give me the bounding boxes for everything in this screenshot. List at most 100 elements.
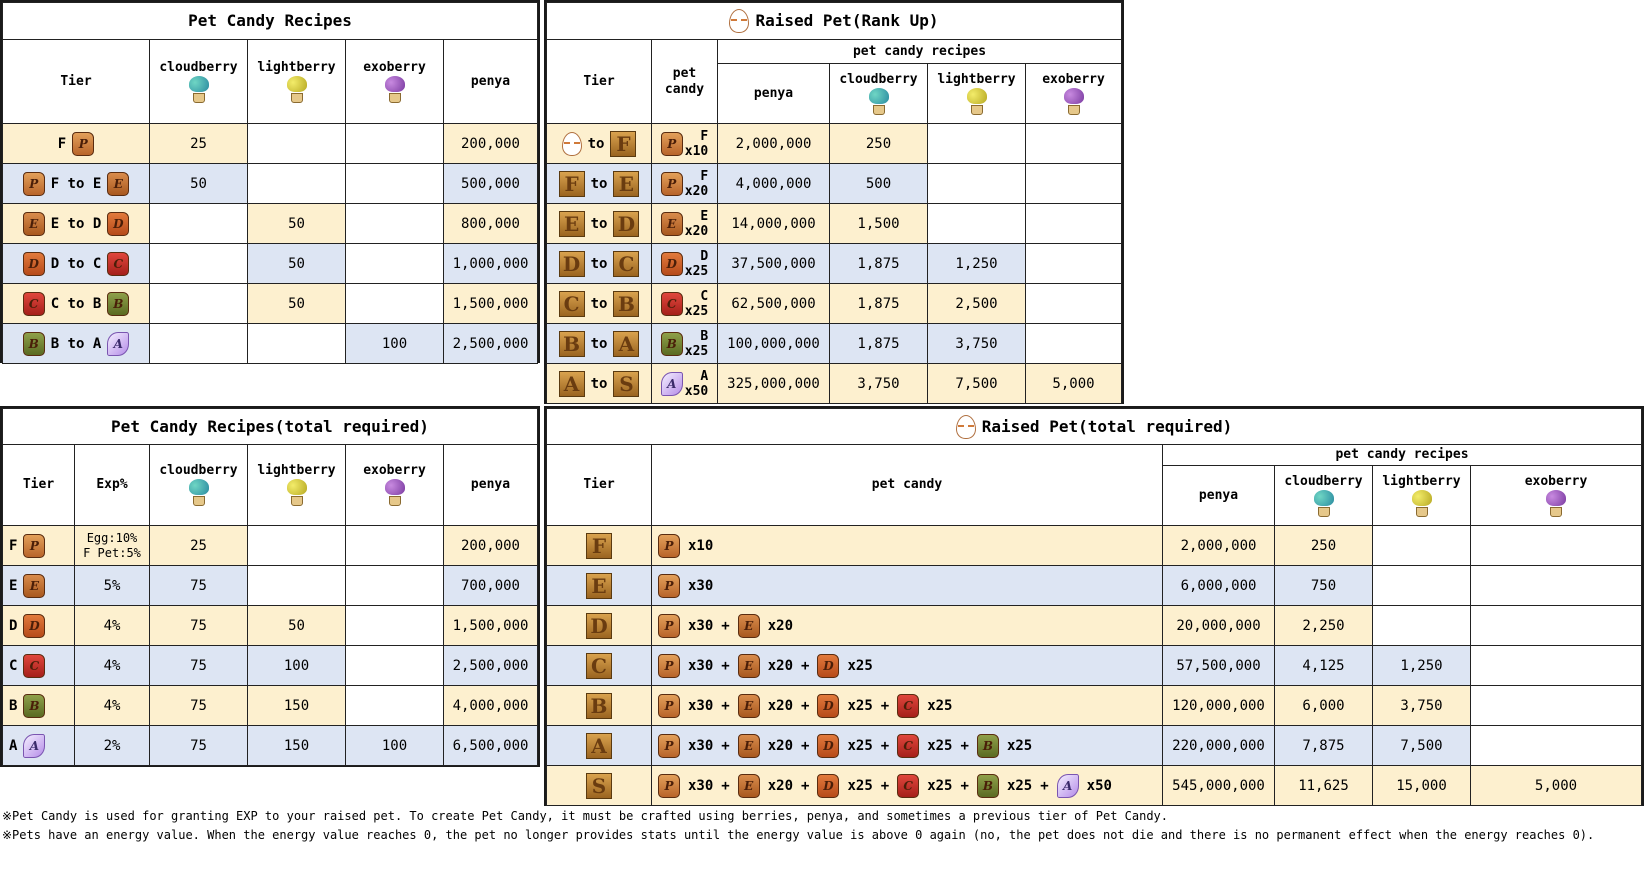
col-header-exoberry: exoberry	[1470, 465, 1642, 526]
footnote: ※Pets have an energy value. When the ene…	[2, 828, 1595, 842]
pet-candy-bag-icon	[976, 733, 999, 758]
pet-candy-bag-icon	[72, 131, 95, 156]
pet-candy-cell: x30 + x20 + x25 + x25	[651, 685, 1163, 726]
pet-candy-bag-icon	[737, 773, 760, 798]
col-header-tier: Tier	[546, 444, 652, 526]
plus-sign: +	[721, 697, 730, 714]
col-header-cloudberry: cloudberry	[829, 63, 928, 124]
candy-qty: x30	[688, 617, 714, 634]
pet-candy-bag-icon	[660, 331, 683, 356]
lightberry-plant-icon	[965, 87, 989, 116]
cloudberry-plant-icon	[187, 75, 211, 104]
exoberry-plant-icon	[383, 75, 407, 104]
pet-candy-bag-icon	[976, 773, 999, 798]
candy-qty: x20	[767, 617, 794, 634]
candy-qty: x25	[927, 777, 953, 794]
tier-letter-tile-icon: F	[558, 170, 585, 197]
pet-candy-bag-icon	[658, 533, 680, 558]
raised-pet-total-table: Raised Pet(total required) Tier pet cand…	[544, 406, 1644, 806]
pet-candy-bag-icon	[22, 331, 45, 356]
candy-qty: x10	[688, 537, 714, 554]
col-header-tier: Tier	[2, 444, 75, 526]
col-header-pet-candy: pet candy	[651, 444, 1163, 526]
pet-candy-bag-icon	[23, 613, 46, 638]
col-header-tier: Tier	[2, 39, 150, 124]
pet-candy-bag-icon	[660, 211, 683, 236]
table-row: F to E 50 500,000	[2, 163, 538, 204]
pet-candy-bag-icon	[23, 693, 46, 718]
tier-cell: S	[546, 765, 652, 806]
col-header-penya: penya	[717, 63, 830, 124]
col-header-pet-candy: pet candy	[651, 39, 718, 124]
pet-candy-bag-icon	[23, 533, 46, 558]
candy-qty: x50	[1086, 777, 1112, 794]
tier-cell: C to B	[2, 283, 150, 324]
pet-candy-bag-icon	[658, 653, 680, 678]
tier-letter-tile-icon: C	[586, 652, 612, 679]
tier-cell: F	[2, 525, 75, 566]
pet-candy-recipes-table: Pet Candy Recipes Tier cloudberry lightb…	[0, 0, 540, 364]
table-row: Ax30+x20+x25+x25+x25220,000,0007,8757,50…	[546, 725, 1642, 766]
tier-letter-tile-icon: B	[586, 692, 612, 719]
raised-pet-rank-up-table: Raised Pet(Rank Up) Tier pet candy pet c…	[544, 0, 1124, 404]
col-header-exoberry: exoberry	[345, 444, 444, 526]
pet-candy-bag-icon	[1056, 773, 1079, 798]
plus-sign: +	[801, 657, 810, 674]
tier-letter-tile-icon: F	[586, 532, 612, 559]
tier-cell: to F	[546, 123, 652, 164]
tier-cell: A	[546, 725, 652, 766]
pet-candy-bag-icon	[660, 171, 683, 196]
candy-qty: x25	[1006, 777, 1033, 794]
tier-letter-tile-icon: E	[613, 170, 640, 197]
col-header-cloudberry: cloudberry	[149, 39, 248, 124]
pet-egg-icon	[729, 9, 750, 33]
table-row: C to B 50 1,500,000	[2, 283, 538, 324]
col-header-exp: Exp%	[74, 444, 150, 526]
pet-candy-bag-icon	[22, 211, 45, 236]
pet-candy-bag-icon	[817, 653, 840, 678]
tier-cell: A	[2, 725, 75, 766]
footnote: ※Pet Candy is used for granting EXP to y…	[2, 809, 1168, 823]
tier-cell: E	[546, 565, 652, 606]
table-row: E to D 50 800,000	[2, 203, 538, 244]
tier-letter-tile-icon: B	[613, 290, 640, 317]
tier-cell: F	[2, 123, 150, 164]
pet-candy-cell: x10	[651, 525, 1163, 566]
pet-candy-bag-icon	[107, 211, 130, 236]
lightberry-plant-icon	[285, 75, 309, 104]
pet-candy-bag-icon	[737, 613, 760, 638]
table-row: B to A 100 2,500,000	[2, 323, 538, 364]
plus-sign: +	[801, 697, 810, 714]
tier-cell: C	[2, 645, 75, 686]
exoberry-plant-icon	[383, 479, 407, 507]
tier-letter-tile-icon: D	[586, 612, 612, 639]
pet-candy-bag-icon	[658, 693, 680, 718]
pet-candy-bag-icon	[897, 773, 920, 798]
plus-sign: +	[880, 697, 890, 714]
pet-candy-bag-icon	[660, 291, 683, 316]
tier-cell: D to C	[2, 243, 150, 284]
table-title: Raised Pet(total required)	[546, 408, 1642, 445]
plus-sign: +	[960, 737, 969, 754]
candy-qty: x25	[1006, 737, 1033, 754]
col-header-penya: penya	[443, 39, 538, 124]
table-row: F Egg:10%F Pet:5% 25 200,000	[2, 525, 538, 566]
candy-qty: x20	[767, 737, 794, 754]
tier-cell: B	[2, 685, 75, 726]
col-header-penya: penya	[1162, 465, 1275, 526]
tier-letter-tile-icon: A	[586, 732, 612, 759]
tier-cell: B to A	[2, 323, 150, 364]
pet-candy-bag-icon	[107, 331, 130, 356]
tier-cell: B	[546, 685, 652, 726]
tier-letter-tile-icon: E	[586, 572, 612, 599]
candy-qty: x30	[688, 737, 714, 754]
tier-cell: F to E	[2, 163, 150, 204]
